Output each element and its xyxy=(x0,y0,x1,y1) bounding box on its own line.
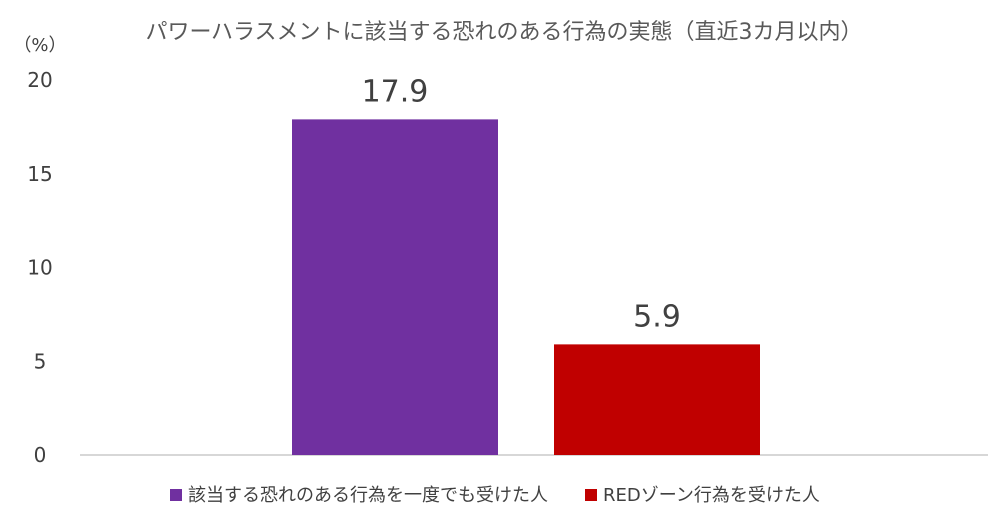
data-label-2: 5.9 xyxy=(633,299,681,334)
bar-2 xyxy=(554,344,760,455)
y-tick-label: 0 xyxy=(34,443,47,467)
legend-swatch-1 xyxy=(170,489,182,501)
chart-title: パワーハラスメントに該当する恐れのある行為の実態（直近3カ月以内） xyxy=(145,20,862,45)
legend-label-1: 該当する恐れのある行為を一度でも受けた人 xyxy=(188,485,548,506)
legend-swatch-2 xyxy=(585,489,597,501)
y-tick-label: 20 xyxy=(27,68,52,92)
legend-label-2: REDゾーン行為を受けた人 xyxy=(603,485,820,506)
bar-1 xyxy=(292,119,498,455)
y-tick-label: 10 xyxy=(27,256,52,280)
y-axis-unit: （%） xyxy=(13,35,66,56)
data-label-1: 17.9 xyxy=(362,74,429,109)
y-tick-label: 15 xyxy=(27,162,52,186)
y-tick-label: 5 xyxy=(34,349,47,373)
